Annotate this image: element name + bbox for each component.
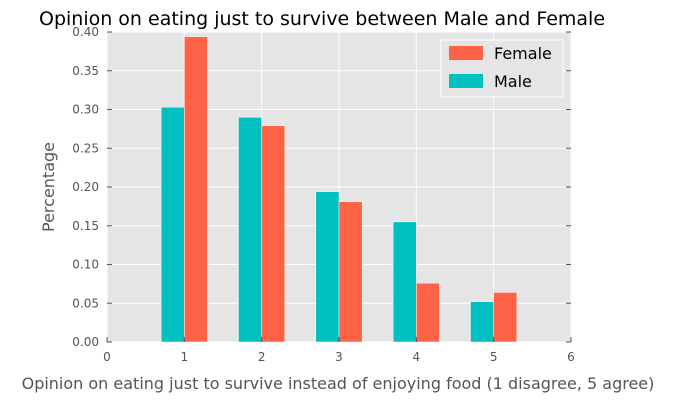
x-tick-label: 4 — [413, 350, 421, 364]
legend: Female Male — [440, 39, 564, 98]
x-tick-label: 2 — [258, 350, 266, 364]
y-tick-label: 0.05 — [72, 296, 99, 310]
bar-male-4 — [392, 221, 417, 343]
x-tick-label: 6 — [567, 350, 575, 364]
x-axis-title: Opinion on eating just to survive instea… — [22, 374, 655, 393]
bar-male-2 — [238, 117, 262, 343]
y-tick-label: 0.25 — [72, 141, 99, 155]
x-tick-label: 3 — [335, 350, 343, 364]
legend-swatch-male — [449, 74, 483, 88]
bar-female-3 — [338, 201, 363, 343]
y-tick-label: 0.40 — [72, 25, 99, 39]
y-tick-label: 0.35 — [72, 64, 99, 78]
bar-female-4 — [416, 282, 440, 343]
bar-female-2 — [261, 125, 286, 343]
bar-male-3 — [315, 191, 340, 343]
bar-male-5 — [470, 301, 494, 343]
bar-female-5 — [493, 292, 518, 343]
bars — [160, 36, 518, 343]
y-tick-label: 0.30 — [72, 103, 99, 117]
legend-swatch-female — [449, 46, 483, 60]
bar-male-1 — [160, 106, 185, 343]
bar-female-1 — [184, 36, 208, 343]
x-tick-label: 1 — [181, 350, 189, 364]
x-tick-label: 5 — [490, 350, 498, 364]
y-tick-label: 0.00 — [72, 335, 99, 349]
chart-title: Opinion on eating just to survive betwee… — [39, 8, 605, 30]
y-tick-label: 0.20 — [72, 180, 99, 194]
y-tick-labels: 0.00 0.05 0.10 0.15 0.20 0.25 0.30 0.35 0.40 — [72, 25, 99, 349]
legend-label-female: Female — [494, 44, 552, 63]
tick-marks — [106, 31, 572, 343]
x-tick-label: 0 — [103, 350, 111, 364]
x-tick-labels: 0 1 2 3 4 5 6 — [103, 350, 575, 364]
legend-label-male: Male — [494, 72, 532, 91]
y-tick-label: 0.15 — [72, 219, 99, 233]
y-axis-title: Percentage — [39, 142, 58, 232]
y-tick-label: 0.10 — [72, 258, 99, 272]
